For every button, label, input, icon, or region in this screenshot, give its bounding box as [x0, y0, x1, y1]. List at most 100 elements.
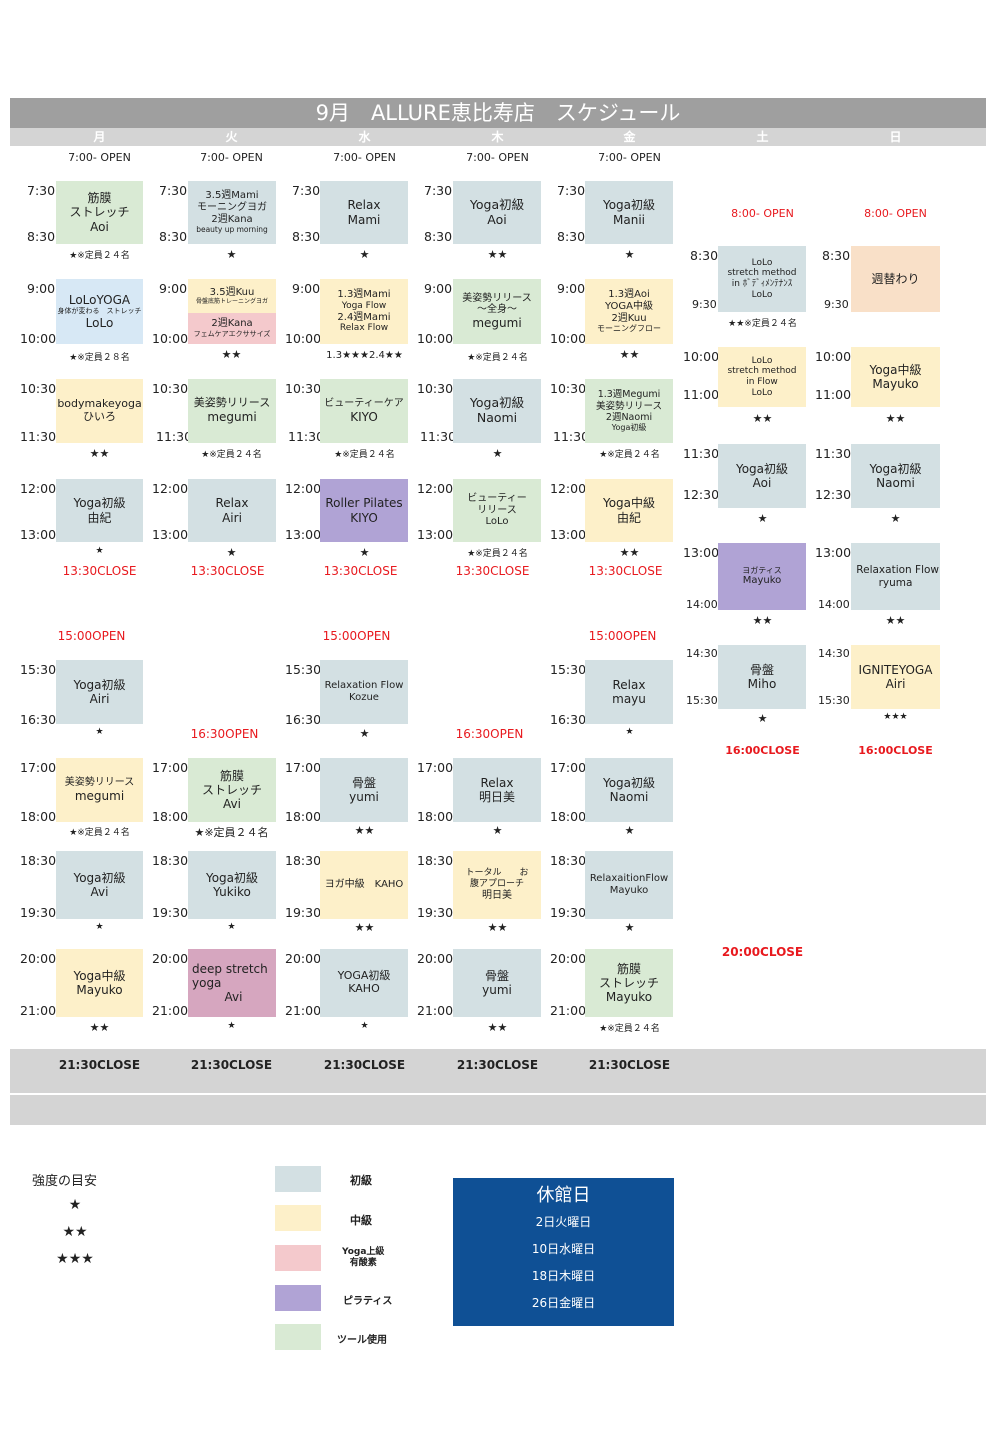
time-end: 16:30 — [20, 712, 57, 727]
class-card-mon-2[interactable]: LoLoYOGA 身体が変わる ストレッチ LoLo — [56, 279, 143, 344]
class-card-thu-6[interactable]: Relax 明日美 — [453, 758, 541, 822]
time-start: 7:30 — [557, 183, 586, 198]
time-end: 10:00 — [417, 331, 454, 346]
class-card-sun-5[interactable]: IGNITEYOGA Airi — [851, 645, 940, 709]
class-card-sat-2[interactable]: LoLo stretch method in Flow LoLo — [718, 347, 806, 407]
class-card-thu-8[interactable]: 骨盤 yumi — [453, 949, 541, 1017]
time-end: 13:00 — [285, 527, 322, 542]
instructor: Naomi — [609, 790, 649, 804]
time-end: 11:00 — [815, 387, 852, 402]
class-card-mon-1[interactable]: 筋膜 ストレッチ Aoi — [56, 181, 143, 244]
instructor: Manii — [613, 212, 645, 227]
class-card-wed-4[interactable]: Roller Pilates KIYO — [320, 479, 408, 542]
close-notice-2: 20:00CLOSE — [721, 945, 804, 959]
instructor: KIYO — [350, 409, 378, 424]
class-card-sat-5[interactable]: 骨盤 Miho — [718, 645, 806, 709]
class-card-tue-2a[interactable]: 3.5週Kuu 骨盤底筋トレーニングヨガ — [188, 279, 276, 313]
class-card-fri-3[interactable]: 1.3週Megumi 美姿勢リリース 2週Naomi Yoga初級 — [585, 379, 673, 443]
time-start: 20:00 — [20, 951, 57, 966]
class-card-thu-7[interactable]: トータル お 腹アプローチ 明日美 — [453, 851, 541, 919]
class-card-wed-5[interactable]: Relaxation Flow Kozue — [320, 660, 408, 724]
class-note: ★※定員２４名 — [69, 828, 130, 838]
class-card-thu-4[interactable]: ビューティー リリース LoLo — [453, 479, 541, 542]
time-end: 8:30 — [292, 229, 321, 244]
class-card-sun-3[interactable]: Yoga初級 Naomi — [851, 444, 940, 508]
time-start: 9:00 — [424, 281, 453, 296]
class-card-mon-7[interactable]: Yoga初級 Avi — [56, 851, 143, 919]
reopen-notice: 16:30OPEN — [190, 727, 259, 741]
class-card-tue-6[interactable]: 筋膜 ストレッチ Avi — [188, 758, 276, 822]
close-notice: 16:00CLOSE — [725, 744, 800, 757]
class-name: Yoga初級 — [602, 775, 656, 790]
class-name: Yoga初級 — [469, 196, 525, 212]
class-card-wed-3[interactable]: ビューティーケア KIYO — [320, 379, 408, 443]
time-start: 18:30 — [152, 853, 189, 868]
class-card-mon-3[interactable]: bodymakeyoga ひいろ — [56, 379, 143, 443]
time-start: 9:00 — [557, 281, 586, 296]
class-card-thu-3[interactable]: Yoga初級 Naomi — [453, 379, 541, 443]
instructor: megumi — [74, 788, 125, 803]
class-card-tue-3[interactable]: 美姿勢リリース megumi — [188, 379, 276, 443]
time-end: 12:30 — [815, 487, 852, 502]
class-card-mon-4[interactable]: Yoga初級 由紀 — [56, 479, 143, 542]
class-card-wed-7[interactable]: ヨガ中級 KAHO — [320, 851, 408, 919]
class-name: Relax — [215, 496, 249, 511]
class-card-fri-4[interactable]: Yoga中級 由紀 — [585, 479, 673, 542]
intensity-2: ★★ — [62, 1224, 88, 1240]
class-card-tue-1[interactable]: 3.5週Mami モーニングヨガ 2週Kana beauty up mornin… — [188, 181, 276, 244]
day-sunday: 日 — [889, 130, 902, 144]
class-card-sun-4[interactable]: Relaxation Flow ryuma — [851, 543, 940, 610]
time-end: 10:00 — [20, 331, 57, 346]
class-card-wed-1[interactable]: Relax Mami — [320, 181, 408, 244]
class-name: Yoga初級 — [602, 198, 656, 213]
time-start: 12:00 — [417, 481, 454, 496]
class-card-fri-1[interactable]: Yoga初級 Manii — [585, 181, 673, 244]
class-card-fri-7[interactable]: RelaxaitionFlow Mayuko — [585, 851, 673, 919]
class-card-wed-6[interactable]: 骨盤 yumi — [320, 758, 408, 822]
class-name: ヨガティス — [742, 565, 782, 575]
class-card-sat-1[interactable]: LoLo stretch method in ﾎﾞﾃﾞｨﾒﾝﾃﾅﾝｽ LoLo — [718, 246, 806, 312]
class-card-sat-3[interactable]: Yoga初級 Aoi — [718, 444, 806, 508]
class-note: ★ — [492, 447, 503, 460]
instructor: ryuma — [878, 576, 913, 589]
instructor: Airi — [222, 510, 242, 525]
class-card-fri-6[interactable]: Yoga初級 Naomi — [585, 758, 673, 822]
day-thursday: 木 — [491, 130, 504, 144]
class-name-3: 2週Kuu — [611, 312, 647, 324]
class-card-thu-2[interactable]: 美姿勢リリース ～全身～ megumi — [453, 279, 541, 344]
holiday-date-4: 26日金曜日 — [531, 1296, 596, 1310]
class-card-fri-2[interactable]: 1.3週Aoi YOGA中級 2週Kuu モーニングフロー — [585, 279, 673, 344]
class-card-fri-8[interactable]: 筋膜 ストレッチ Mayuko — [585, 949, 673, 1017]
class-card-mon-5[interactable]: Yoga初級 Airi — [56, 660, 143, 724]
class-card-thu-1[interactable]: Yoga初級 Aoi — [453, 181, 541, 244]
time-start: 13:00 — [815, 545, 852, 560]
class-card-fri-5[interactable]: Relax mayu — [585, 660, 673, 724]
legend-swatch-beginner — [275, 1166, 321, 1192]
class-card-tue-8[interactable]: deep stretch yoga Avi — [188, 949, 276, 1017]
class-note: ★※定員２４名 — [334, 450, 395, 460]
time-start: 17:00 — [550, 760, 587, 775]
class-card-tue-4[interactable]: Relax Airi — [188, 479, 276, 542]
class-card-sun-1[interactable]: 週替わり — [851, 246, 940, 312]
time-end: 19:30 — [285, 905, 322, 920]
time-end: 14:00 — [686, 598, 718, 611]
footer-bar — [10, 1095, 986, 1125]
class-card-sat-4[interactable]: ヨガティス Mayuko — [718, 543, 806, 610]
instructor: 由紀 — [87, 510, 112, 525]
class-note: ★※定員２４名 — [467, 549, 528, 559]
class-note: ★ — [624, 921, 635, 934]
class-card-wed-8[interactable]: YOGA初級 KAHO — [320, 949, 408, 1017]
class-card-mon-8[interactable]: Yoga中級 Mayuko — [56, 949, 143, 1017]
class-note: ★★ — [354, 921, 375, 934]
instructor: LoLo — [751, 387, 773, 398]
class-card-wed-2[interactable]: 1.3週Mami Yoga Flow 2.4週Mami Relax Flow — [320, 279, 408, 344]
class-name: 1.3週Mami — [337, 289, 391, 301]
time-start: 9:00 — [159, 281, 188, 296]
class-card-sun-2[interactable]: Yoga中級 Mayuko — [851, 347, 940, 407]
time-end: 18:00 — [550, 809, 587, 824]
class-card-tue-7[interactable]: Yoga初級 Yukiko — [188, 851, 276, 919]
class-card-mon-6[interactable]: 美姿勢リリース megumi — [56, 758, 143, 822]
class-subtitle: モーニングフロー — [597, 324, 661, 334]
class-name: Yoga初級 — [205, 870, 259, 885]
class-card-tue-2b[interactable]: 2週Kana フェムケアエクササイズ — [188, 313, 276, 344]
